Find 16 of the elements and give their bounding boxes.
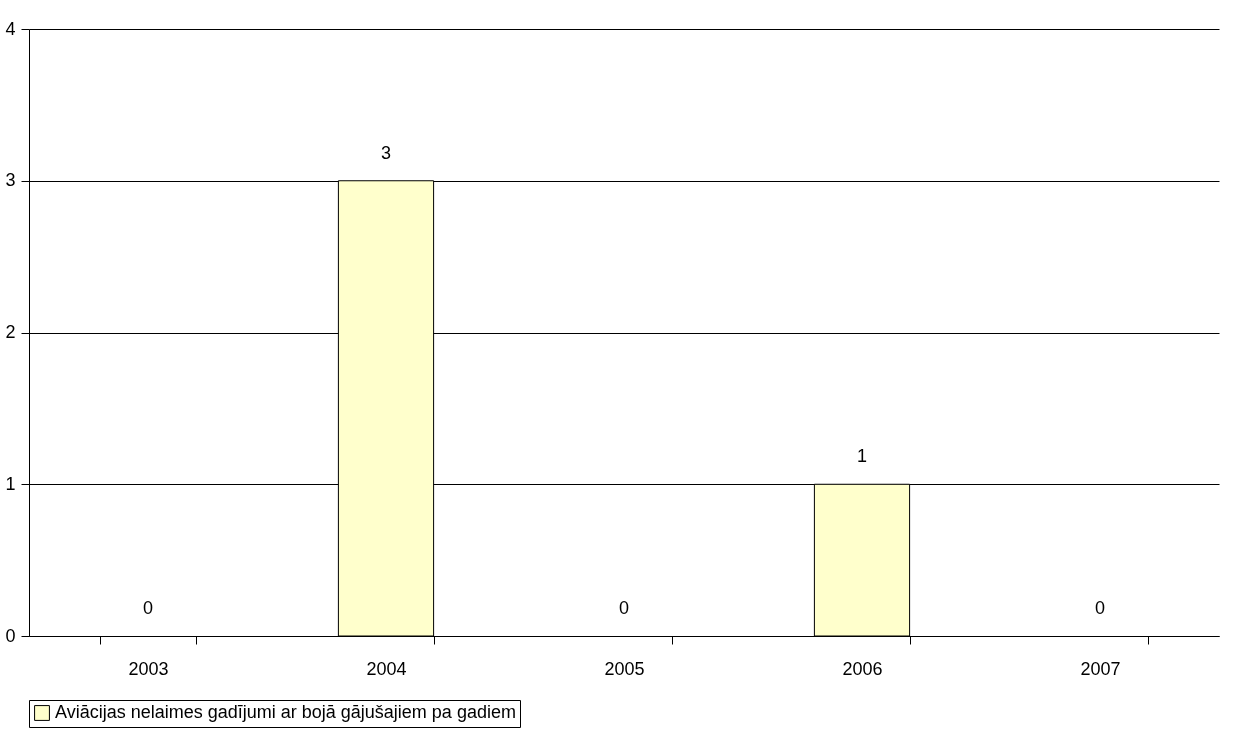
y-tick-label: 1 <box>5 473 16 494</box>
x-tick-label: 2005 <box>604 658 645 679</box>
data-label: 0 <box>142 598 154 618</box>
y-tick-label: 3 <box>5 170 16 191</box>
x-tick-label: 2003 <box>128 658 169 679</box>
x-tick-label: 2004 <box>366 658 407 679</box>
data-label: 3 <box>380 142 392 163</box>
x-tick-label: 2006 <box>842 658 883 679</box>
data-label: 0 <box>1094 598 1106 618</box>
y-tick-label: 4 <box>5 18 16 39</box>
data-label: 1 <box>856 446 868 467</box>
y-tick-label: 0 <box>5 625 16 646</box>
y-tick-label: 2 <box>5 322 16 342</box>
data-label: 0 <box>618 598 630 618</box>
x-tick-label: 2007 <box>1080 658 1121 679</box>
legend-label: Aviācijas nelaimes gadījumi ar bojā gājušajiem pa gadiem <box>55 702 516 722</box>
